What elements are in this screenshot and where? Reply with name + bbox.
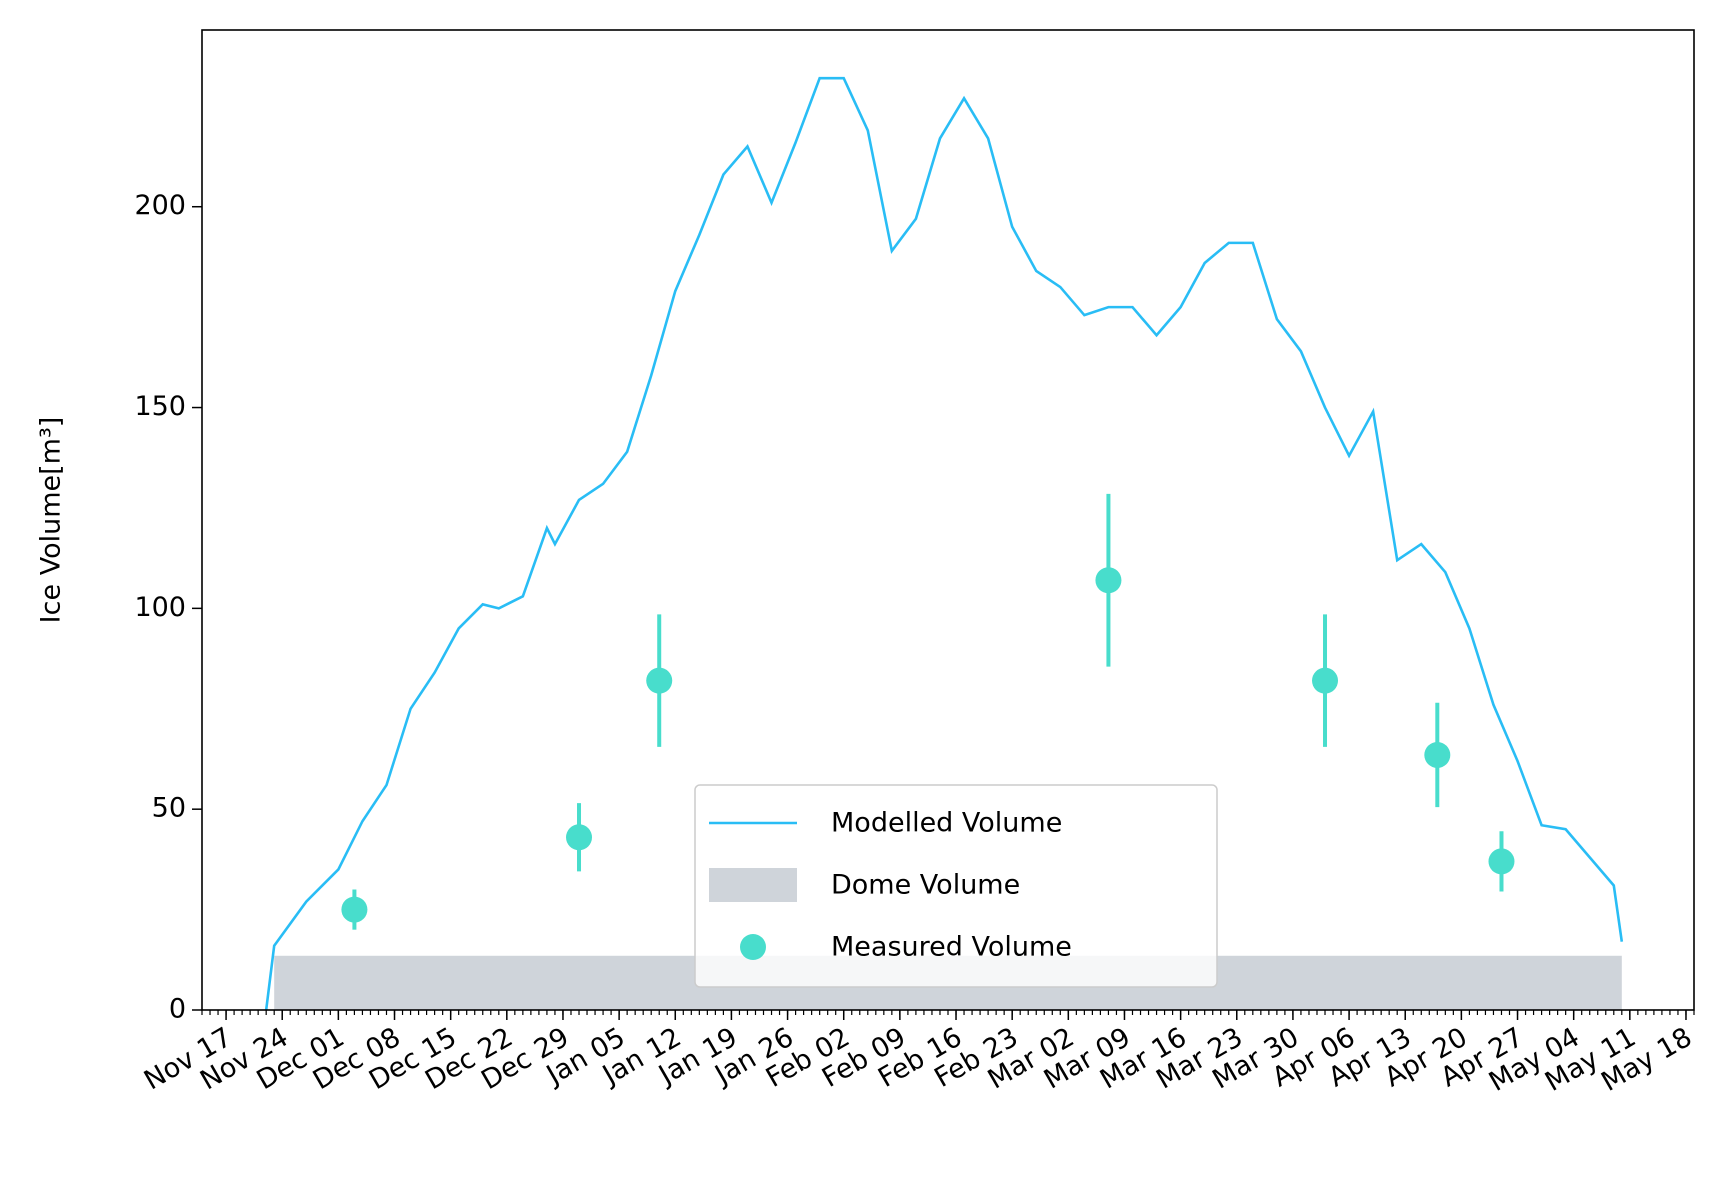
legend-label: Measured Volume	[831, 932, 1072, 963]
legend-box	[694, 784, 1218, 988]
measured-point	[341, 896, 368, 923]
measured-point	[1424, 741, 1451, 768]
plot-frame	[201, 29, 1695, 1011]
legend-marker	[740, 934, 766, 960]
y-axis-label: Ice Volume[m³]	[36, 417, 67, 624]
measured-point	[1095, 567, 1122, 594]
legend-label: Dome Volume	[831, 870, 1020, 901]
measured-point	[1312, 667, 1339, 694]
y-tick-label: 150	[134, 391, 186, 422]
y-tick-label: 200	[134, 190, 186, 221]
y-tick-label: 0	[169, 994, 186, 1025]
legend-patch	[709, 868, 797, 902]
y-tick-label: 50	[152, 793, 186, 824]
modelled-line	[264, 76, 1624, 1011]
measured-point	[646, 667, 673, 694]
measured-point	[1488, 848, 1515, 875]
legend-label: Modelled Volume	[831, 808, 1062, 839]
y-tick-label: 100	[134, 592, 186, 623]
measured-point	[566, 824, 593, 851]
